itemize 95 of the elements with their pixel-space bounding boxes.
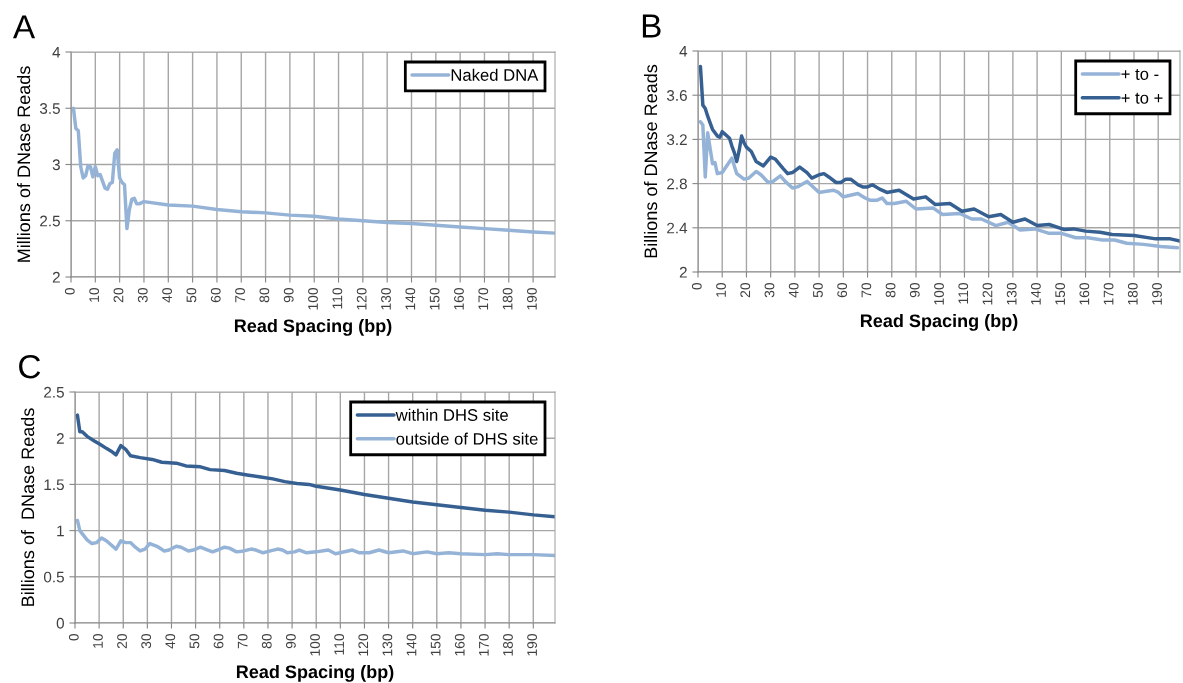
x-tick-label: 190: [527, 287, 537, 310]
x-tick-label: 140: [1030, 282, 1041, 305]
y-tick-label: 3.6: [666, 90, 687, 101]
x-tick-label: 90: [909, 282, 920, 298]
x-tick-label: 100: [308, 287, 318, 310]
y-axis-title: Billions of DNase Reads: [643, 64, 658, 258]
x-tick-label: 10: [716, 282, 726, 297]
x-tick-label: 30: [764, 282, 775, 298]
x-tick-label: 120: [982, 282, 993, 305]
x-tick-label: 40: [788, 282, 799, 298]
y-tick-label: 3.2: [666, 134, 687, 146]
x-tick-label: 20: [740, 282, 751, 298]
y-tick-label: 2.4: [667, 222, 688, 234]
x-tick-label: 10: [93, 633, 103, 648]
legend-label: Naked DNA: [451, 68, 539, 81]
x-tick-label: 140: [406, 633, 417, 656]
x-tick-label: 50: [813, 282, 823, 298]
x-tick-label: 70: [861, 282, 872, 298]
x-tick-label: 90: [283, 287, 294, 303]
x-tick-label: 80: [259, 287, 270, 303]
x-tick-label: 100: [934, 282, 944, 305]
y-tick-label: 2.5: [44, 386, 64, 398]
x-tick-label: 70: [235, 287, 245, 303]
x-tick-label: 60: [213, 633, 224, 649]
x-tick-label: 170: [1103, 282, 1114, 305]
x-axis-title: Read Spacing (bp): [234, 318, 392, 336]
x-tick-label: 180: [502, 287, 513, 310]
y-tick-label: 2: [679, 266, 687, 278]
legend-label: + to +: [1121, 92, 1163, 104]
y-tick-label: 2.5: [40, 215, 60, 227]
y-tick-label: 1.5: [44, 479, 64, 491]
legend-label: within DHS site: [395, 408, 508, 421]
y-tick-label: 3.5: [39, 103, 60, 114]
x-tick-label: 60: [210, 287, 221, 303]
x-tick-label: 170: [478, 287, 489, 310]
x-tick-label: 160: [1079, 282, 1090, 305]
y-tick-label: 0: [56, 617, 64, 629]
x-tick-label: 110: [332, 287, 343, 309]
x-tick-label: 80: [261, 633, 272, 649]
x-tick-label: 90: [285, 633, 296, 649]
x-tick-label: 20: [113, 287, 124, 303]
y-tick-label: 2.8: [667, 178, 687, 190]
y-tick-label: 4: [52, 47, 61, 58]
x-tick-label: 130: [381, 287, 391, 310]
x-tick-label: 20: [117, 633, 127, 649]
x-tick-label: 140: [405, 287, 416, 310]
y-tick-label: 0.5: [43, 571, 64, 583]
x-tick-label: 150: [429, 287, 440, 310]
x-tick-label: 80: [885, 282, 896, 298]
x-axis-title: Read Spacing (bp): [236, 664, 394, 682]
x-tick-label: 150: [1055, 282, 1066, 305]
x-tick-label: 160: [454, 633, 465, 656]
y-tick-label: 4: [679, 46, 688, 57]
x-tick-label: 0: [68, 633, 79, 641]
x-tick-label: 130: [382, 633, 393, 656]
x-tick-label: 130: [1006, 282, 1017, 305]
x-tick-label: 60: [837, 282, 848, 298]
chart-title: A: [12, 15, 36, 39]
legend-label: + to -: [1121, 68, 1159, 80]
x-tick-label: 120: [358, 633, 369, 656]
x-tick-label: 120: [356, 287, 367, 310]
x-tick-label: 190: [1152, 282, 1162, 305]
x-tick-label: 170: [478, 633, 489, 656]
x-tick-label: 50: [189, 633, 200, 649]
x-tick-label: 190: [527, 633, 538, 656]
y-axis-title: Millions of DNase Reads: [16, 66, 31, 262]
x-tick-label: 0: [691, 282, 702, 290]
x-tick-label: 40: [162, 287, 173, 303]
x-tick-label: 70: [237, 633, 248, 649]
x-tick-label: 150: [430, 633, 441, 656]
x-tick-label: 50: [186, 287, 197, 303]
x-tick-label: 160: [454, 287, 464, 310]
y-tick-label: 2: [52, 271, 60, 283]
x-tick-label: 10: [89, 287, 100, 302]
line-series: [75, 518, 555, 558]
line-series: [698, 64, 1180, 243]
x-tick-label: 30: [141, 633, 152, 649]
line-series: [698, 119, 1180, 250]
y-axis-title: Billions of DNase Reads: [20, 408, 35, 606]
x-tick-label: 110: [958, 282, 969, 304]
x-tick-label: 180: [1127, 282, 1138, 305]
x-axis-title: Read Spacing (bp): [860, 313, 1018, 331]
legend-label: outside of DHS site: [396, 432, 538, 445]
y-tick-label: 1: [57, 525, 64, 537]
line-series: [71, 106, 555, 235]
x-tick-label: 40: [165, 633, 176, 649]
y-tick-label: 3: [52, 159, 60, 171]
x-tick-label: 110: [334, 633, 345, 655]
x-tick-label: 180: [503, 633, 513, 656]
x-tick-label: 100: [310, 633, 320, 656]
x-tick-label: 30: [137, 287, 148, 303]
x-tick-label: 0: [64, 287, 75, 295]
chart-title: B: [642, 14, 661, 38]
y-tick-label: 2: [56, 433, 64, 444]
chart-title: C: [19, 354, 41, 379]
